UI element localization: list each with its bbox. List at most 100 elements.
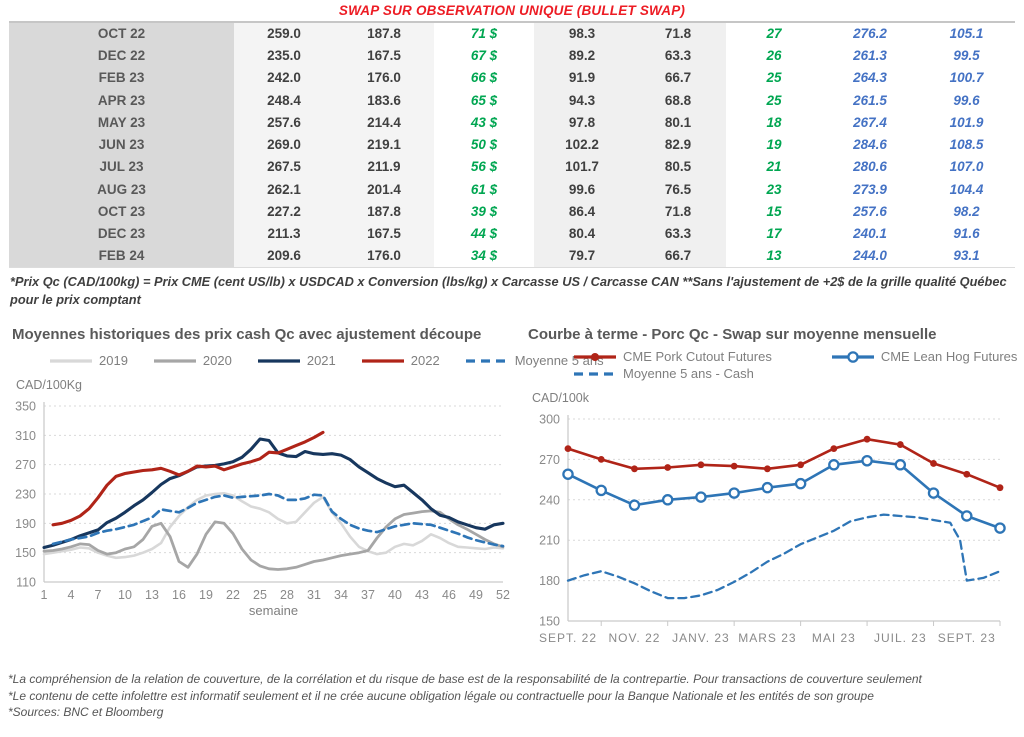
- legend-item: 2021: [256, 353, 336, 368]
- table-cell: 25: [726, 66, 822, 89]
- table-cell: 76.5: [630, 178, 726, 201]
- table-cell: 66 $: [434, 66, 534, 89]
- table-cell: 63.3: [630, 222, 726, 245]
- svg-text:150: 150: [15, 546, 36, 560]
- table-row: AUG 23 262.1 201.4 61 $99.6 76.5 23 273.9 104.4: [9, 178, 1015, 201]
- right-chart-legend-row2: Moyenne 5 ans - Cash: [572, 366, 1018, 381]
- table-cell: 269.0: [234, 133, 334, 156]
- table-cell-month: AUG 23: [9, 178, 234, 201]
- table-cell: 108.5: [918, 133, 1015, 156]
- table-cell: 71.8: [630, 22, 726, 45]
- table-cell: 44 $: [434, 222, 534, 245]
- table-cell: 39 $: [434, 200, 534, 223]
- svg-text:25: 25: [253, 588, 267, 602]
- legend-swatch-line: [153, 358, 196, 363]
- table-cell-month: JUN 23: [9, 133, 234, 156]
- table-cell: 79.7: [534, 244, 630, 268]
- svg-text:150: 150: [539, 615, 560, 629]
- table-cell: 107.0: [918, 155, 1015, 179]
- svg-text:300: 300: [539, 413, 560, 427]
- svg-text:7: 7: [95, 588, 102, 602]
- table-cell: 284.6: [822, 133, 918, 156]
- svg-text:13: 13: [145, 588, 159, 602]
- legend-swatch-line: [50, 358, 92, 363]
- table-row: FEB 23 242.0 176.0 66 $91.9 66.7 25 264.3 100.7: [9, 66, 1015, 89]
- legend-swatch-line: [257, 358, 300, 363]
- svg-text:22: 22: [226, 588, 240, 602]
- table-cell: 86.4: [534, 200, 630, 223]
- svg-text:110: 110: [16, 576, 36, 590]
- table-cell: 63.3: [630, 44, 726, 67]
- footer-line: *La compréhension de la relation de couv…: [8, 672, 922, 687]
- table-cell: 176.0: [334, 244, 434, 268]
- svg-text:34: 34: [334, 588, 348, 602]
- table-cell: 276.2: [822, 22, 918, 45]
- legend-swatch-dashed-line: [465, 358, 508, 363]
- table-footnote: *Prix Qc (CAD/100kg) = Prix CME (cent US…: [10, 273, 1007, 307]
- footer-line: *Le contenu de cette infolettre est info…: [8, 688, 874, 703]
- table-cell: 99.5: [918, 44, 1015, 67]
- table-cell: 80.4: [534, 222, 630, 245]
- table-row: APR 23 248.4 183.6 65 $94.3 68.8 25 261.5 99.6: [9, 88, 1015, 112]
- table-cell-month: APR 23: [9, 88, 234, 112]
- footer-notes: *La compréhension de la relation de couv…: [8, 671, 1016, 721]
- table-cell: 98.3: [534, 22, 630, 45]
- table-cell: 98.2: [918, 200, 1015, 223]
- table-cell: 183.6: [334, 88, 434, 112]
- svg-text:210: 210: [539, 534, 560, 548]
- table-cell: 21: [726, 155, 822, 179]
- left-chart-plot: 350 310 270 230 190 150 110 1 4 7 10 13 16 19 22 25 28 31…: [15, 400, 510, 619]
- table-row: MAY 23 257.6 214.4 43 $97.8 80.1 18 267.4 101.9: [9, 111, 1015, 134]
- table-cell: 267.4: [822, 111, 918, 134]
- table-cell: 261.3: [822, 44, 918, 67]
- table-cell: 280.6: [822, 155, 918, 179]
- table-cell: 100.7: [918, 66, 1015, 89]
- table-cell: 66.7: [630, 244, 726, 268]
- table-cell: 67 $: [434, 44, 534, 67]
- svg-text:31: 31: [307, 588, 321, 602]
- table-cell: 261.5: [822, 88, 918, 112]
- svg-text:52: 52: [496, 588, 510, 602]
- table-cell: 25: [726, 88, 822, 112]
- table-cell: 214.4: [334, 111, 434, 134]
- svg-text:MARS 23: MARS 23: [738, 631, 796, 645]
- table-cell: 167.5: [334, 222, 434, 245]
- table-cell-month: DEC 22: [9, 44, 234, 67]
- legend-label: 2021: [306, 353, 336, 369]
- table-cell: 56 $: [434, 155, 534, 179]
- table-cell: 264.3: [822, 66, 918, 89]
- table-cell: 235.0: [234, 44, 334, 67]
- svg-text:270: 270: [15, 458, 36, 472]
- table-cell-month: MAY 23: [9, 111, 234, 134]
- svg-text:NOV. 22: NOV. 22: [609, 631, 661, 645]
- svg-text:37: 37: [361, 588, 375, 602]
- table-cell-month: FEB 23: [9, 66, 234, 89]
- svg-text:JANV. 23: JANV. 23: [672, 631, 730, 645]
- table-cell: 244.0: [822, 244, 918, 268]
- svg-text:16: 16: [172, 588, 186, 602]
- table-cell-month: FEB 24: [9, 244, 234, 268]
- table-cell: 50 $: [434, 133, 534, 156]
- svg-text:49: 49: [469, 588, 483, 602]
- legend-label: 2022: [410, 353, 440, 369]
- svg-text:240: 240: [539, 493, 560, 507]
- table-cell: 242.0: [234, 66, 334, 89]
- legend-swatch-line: [831, 350, 874, 363]
- svg-text:190: 190: [15, 517, 36, 531]
- table-cell: 13: [726, 244, 822, 268]
- table-cell: 219.1: [334, 133, 434, 156]
- table-cell: 273.9: [822, 178, 918, 201]
- table-cell-month: OCT 22: [9, 22, 234, 45]
- table-cell: 80.1: [630, 111, 726, 134]
- table-row: JUL 23 267.5 211.9 56 $101.7 80.5 21 280.6 107.…: [9, 155, 1015, 179]
- table-cell: 99.6: [918, 88, 1015, 112]
- table-cell: 176.0: [334, 66, 434, 89]
- left-chart: Moyennes historiques des prix cash Qc av…: [6, 326, 604, 659]
- svg-text:43: 43: [415, 588, 429, 602]
- table-cell: 211.9: [334, 155, 434, 179]
- footer-line: *Sources: BNC et Bloomberg: [8, 705, 164, 720]
- table-cell-month: JUL 23: [9, 155, 234, 179]
- right-chart-y-unit: CAD/100k: [532, 391, 589, 406]
- right-chart: Courbe à terme - Porc Qc - Swap sur moye…: [522, 326, 1018, 659]
